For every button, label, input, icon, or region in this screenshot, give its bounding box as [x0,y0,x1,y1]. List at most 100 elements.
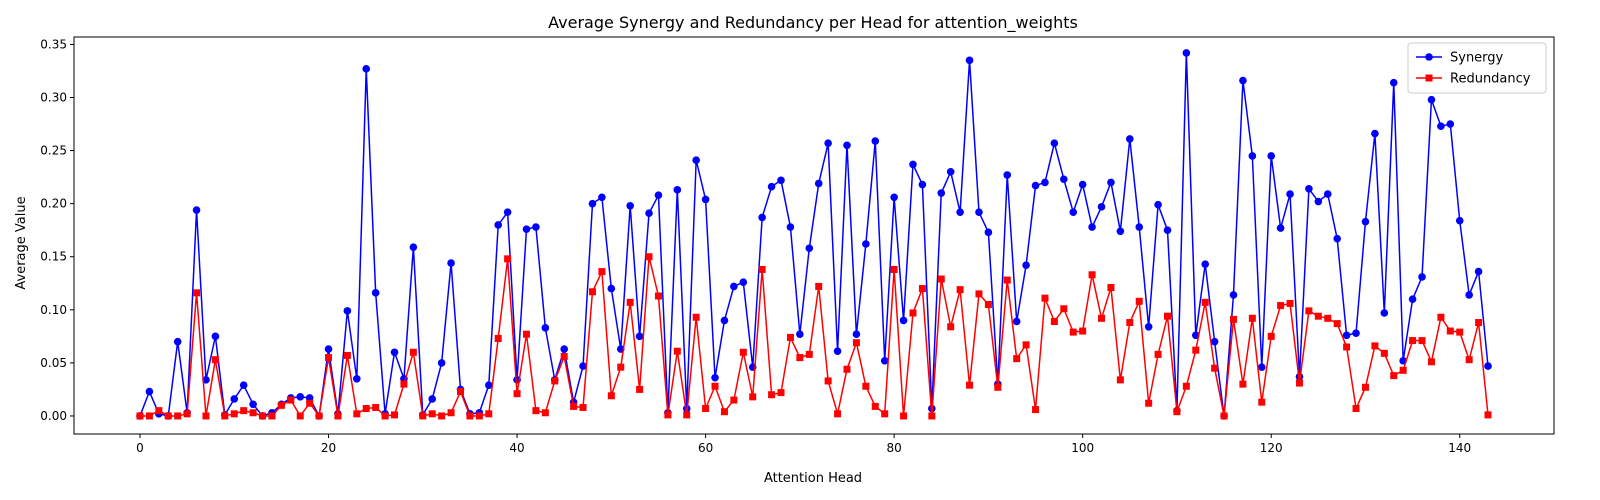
synergy-point [1437,122,1445,130]
chart-title: Average Synergy and Redundancy per Head … [548,13,1078,33]
synergy-point [654,191,663,199]
redundancy-point [579,403,587,411]
x-tick-label: 20 [321,441,336,455]
synergy-point [786,223,795,231]
synergy-point [956,208,964,216]
synergy-point [909,160,917,169]
synergy-point [1446,120,1455,128]
redundancy-point [1258,398,1266,406]
redundancy-point [994,383,1002,391]
synergy-point [324,345,333,353]
redundancy-point [504,255,512,263]
redundancy-point [777,389,785,397]
redundancy-point [249,409,257,417]
redundancy-point [1088,271,1096,279]
synergy-point [843,141,851,150]
synergy-point [371,289,380,297]
synergy-point [447,259,455,267]
redundancy-point [560,353,568,361]
synergy-point [975,208,983,216]
redundancy-point [400,380,408,388]
redundancy-point [815,282,823,290]
synergy-point [984,228,993,237]
synergy-point [673,186,682,194]
redundancy-point [1286,299,1294,307]
synergy-point [1229,291,1238,299]
redundancy-point [1060,305,1068,313]
redundancy-point [805,350,813,358]
redundancy-point [730,396,738,404]
redundancy-point [1116,376,1124,384]
synergy-point [1022,261,1030,270]
redundancy-point [900,412,908,420]
redundancy-point [1484,411,1492,419]
redundancy-point [1267,332,1275,340]
synergy-point [1154,200,1162,209]
synergy-point [1276,224,1285,232]
legend-box [1407,42,1547,94]
synergy-point [767,182,776,191]
redundancy-point [1371,342,1379,350]
redundancy-point [852,339,860,347]
synergy-point [635,332,644,341]
synergy-point [880,356,889,365]
synergy-point [711,373,719,382]
redundancy-point [1229,315,1237,323]
redundancy-point [428,410,436,418]
synergy-point [946,168,955,176]
x-tick-label: 140 [1448,441,1471,455]
redundancy-point [843,365,851,373]
redundancy-point [391,411,399,419]
redundancy-point [513,390,521,398]
synergy-point [1484,362,1492,370]
redundancy-point [259,412,267,420]
synergy-line [139,52,1489,417]
synergy-point [1323,190,1332,198]
y-axis: 0.00 0.05 0.10 0.15 0.20 0.25 0.30 0.35 [40,37,74,423]
redundancy-point [1211,364,1219,372]
synergy-point [1201,260,1210,268]
redundancy-point [683,411,691,419]
legend-redundancy-label: Redundancy [1450,72,1531,87]
synergy-point [1248,152,1257,160]
redundancy-point [230,410,238,418]
redundancy-point [956,286,964,294]
x-axis: 0 20 40 60 80 100 120 140 [136,434,1471,455]
synergy-point [1418,273,1426,281]
redundancy-point [1201,298,1209,306]
redundancy-point [1446,327,1454,335]
redundancy-point [296,412,304,420]
redundancy-point [1437,313,1445,321]
synergy-point [503,208,512,216]
synergy-point [899,316,908,325]
synergy-point [428,395,437,403]
redundancy-point [1333,320,1341,328]
synergy-point [145,387,154,396]
redundancy-point [1013,355,1021,363]
redundancy-point [325,354,333,362]
redundancy-point [1248,314,1256,322]
synergy-point [1060,175,1068,184]
redundancy-point [1352,405,1360,413]
y-tick-label: 0.20 [40,197,67,211]
redundancy-point [918,285,926,293]
synergy-point [362,65,371,73]
redundancy-point [673,347,681,355]
redundancy-point [1022,341,1030,349]
redundancy-line [139,255,1489,417]
synergy-point [1455,216,1464,225]
synergy-point [1474,267,1483,276]
redundancy-point [155,407,163,415]
synergy-point [1144,322,1153,331]
redundancy-point [193,289,201,297]
synergy-point [777,176,785,185]
redundancy-point [1418,337,1426,345]
redundancy-point [645,253,653,261]
legend-synergy-label: Synergy [1450,51,1504,66]
synergy-point [626,201,634,210]
redundancy-point [522,330,530,338]
synergy-point [1097,203,1106,211]
synergy-point [1352,329,1360,337]
redundancy-point [306,399,314,407]
redundancy-point [1409,337,1417,345]
